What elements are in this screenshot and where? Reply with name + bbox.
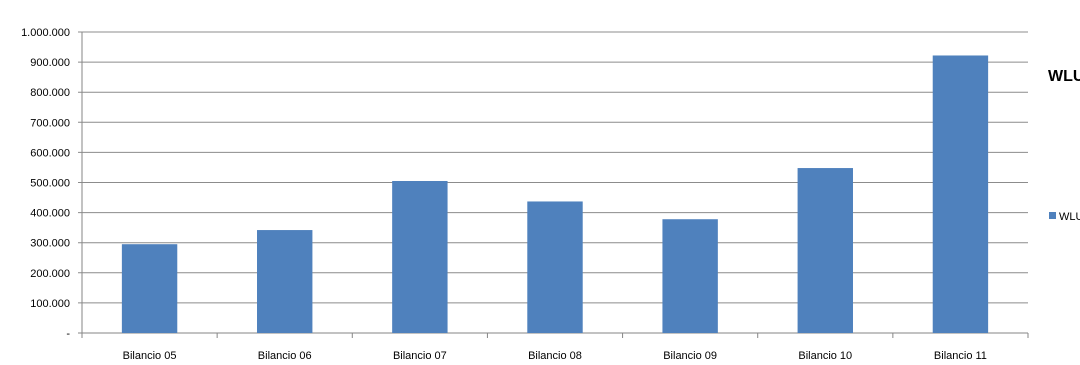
x-tick-label: Bilancio 09 <box>663 350 717 362</box>
bar <box>527 201 583 333</box>
x-tick-label: Bilancio 07 <box>393 350 447 362</box>
x-tick-label: Bilancio 08 <box>528 350 582 362</box>
x-tick-label: Bilancio 10 <box>798 350 852 362</box>
bar <box>932 55 989 334</box>
y-tick-label: 700.000 <box>30 117 70 129</box>
x-tick-label: Bilancio 06 <box>258 350 312 362</box>
bar <box>121 244 178 333</box>
bars <box>121 55 989 334</box>
bar <box>797 168 853 333</box>
y-tick-label: - <box>66 328 70 340</box>
x-axis-labels: Bilancio 05 Bilancio 06 Bilancio 07 Bilanci… <box>123 350 987 362</box>
y-tick-label: 900.000 <box>30 57 70 69</box>
axes <box>81 32 1029 338</box>
bar <box>392 180 448 333</box>
bar <box>257 230 313 333</box>
y-tick-label: 400.000 <box>30 208 70 220</box>
x-tick-label: Bilancio 05 <box>123 350 177 362</box>
y-tick-label: 100.000 <box>30 298 70 310</box>
legend: WLU <box>1049 211 1080 223</box>
y-tick-label: 1.000.000 <box>21 27 70 39</box>
legend-label: WLU <box>1059 211 1080 223</box>
y-tick-label: 500.000 <box>30 178 70 190</box>
x-tick-label: Bilancio 11 <box>934 350 987 362</box>
y-axis-labels: - 100.000 200.000 300.000 400.000 500.000 600.… <box>21 27 70 340</box>
y-tick-label: 300.000 <box>30 238 70 250</box>
bar <box>662 219 718 333</box>
legend-swatch <box>1049 212 1056 219</box>
y-tick-label: 800.000 <box>30 87 70 99</box>
y-tick-label: 600.000 <box>30 147 70 159</box>
y-tick-label: 200.000 <box>30 268 70 280</box>
chart-title: WLU <box>1048 68 1080 85</box>
